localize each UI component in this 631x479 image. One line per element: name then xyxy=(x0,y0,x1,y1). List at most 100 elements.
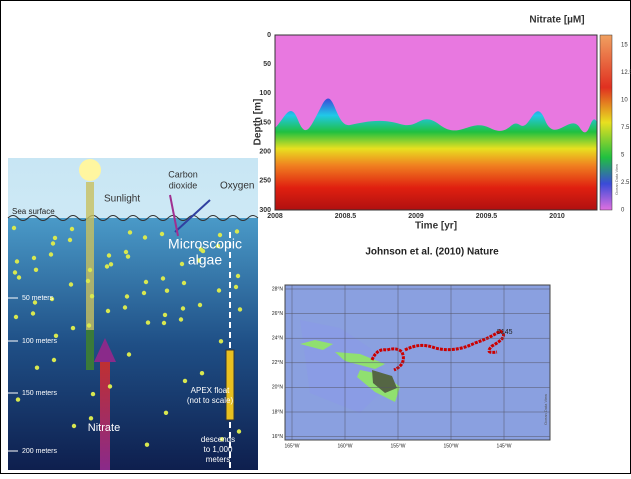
descends-label: descends xyxy=(201,435,235,444)
float-id: 5145 xyxy=(497,329,513,336)
algae-dot xyxy=(53,333,59,338)
algae-dot xyxy=(234,229,240,234)
y-tick-label: 50 xyxy=(263,61,271,68)
algae-label: algae xyxy=(188,252,222,268)
algae-dot xyxy=(217,232,223,238)
algae-dot xyxy=(235,273,241,279)
lon-label: 160°W xyxy=(337,443,352,449)
algae-dot xyxy=(122,305,128,310)
algae-dot xyxy=(160,276,166,281)
x-tick-label: 2009 xyxy=(408,213,424,220)
depth-label: 100 meters xyxy=(22,338,58,345)
algae-dot xyxy=(90,391,96,397)
algae-dot xyxy=(48,252,54,257)
algae-dot xyxy=(162,312,168,318)
algae-dot xyxy=(196,258,202,263)
algae-dot xyxy=(164,288,170,293)
watermark: Ocean Data View xyxy=(614,164,619,195)
heatmap-frame xyxy=(274,34,598,211)
colorbar-tick-label: 15 xyxy=(621,43,628,49)
heatmap-title: Nitrate [µM] xyxy=(529,15,584,26)
algae-dot xyxy=(86,323,92,328)
colorbar-tick-label: 5 xyxy=(621,153,625,159)
sea-surface-label: Sea surface xyxy=(12,207,55,216)
algae-dot xyxy=(70,325,76,331)
x-tick-label: 2009.5 xyxy=(476,213,498,220)
float-label: APEX float xyxy=(191,386,230,395)
ocean-diagram: Sunlight Carbon dioxide Oxygen Sea surfa… xyxy=(7,158,259,470)
apex-float xyxy=(225,349,235,421)
algae-dot xyxy=(215,243,221,249)
x-tick-label: 2008 xyxy=(267,213,283,220)
algae-dot xyxy=(13,314,19,320)
algae-dot xyxy=(237,307,243,312)
algae-dot xyxy=(89,294,95,299)
algae-dot xyxy=(182,378,188,384)
lon-label: 150°W xyxy=(443,443,458,449)
algae-dot xyxy=(127,230,133,235)
algae-dot xyxy=(143,279,149,285)
algae-dot xyxy=(179,261,185,267)
y-tick-label: 0 xyxy=(267,32,271,39)
caption: Johnson et al. (2010) Nature xyxy=(365,247,499,258)
depth-label: 50 meters xyxy=(22,295,54,302)
algae-dot xyxy=(236,429,242,434)
algae-dot xyxy=(180,306,186,311)
algae-dot xyxy=(15,397,21,402)
algae-dot xyxy=(67,237,73,243)
algae-dot xyxy=(199,371,205,376)
algae-dot xyxy=(144,442,150,447)
algae-dot xyxy=(163,410,169,415)
lat-label: 26°N xyxy=(272,311,284,317)
colorbar-tick-label: 12.5 xyxy=(621,70,631,76)
algae-dot xyxy=(161,320,167,326)
algae-dot xyxy=(50,241,56,246)
nitrate-section: Nitrate [µM] Depth [m] Time [yr] Ocean D… xyxy=(253,15,631,232)
algae-dots xyxy=(11,225,243,447)
lat-label: 18°N xyxy=(272,409,284,415)
float-label: (not to scale) xyxy=(187,396,234,405)
algae-dot xyxy=(159,231,165,237)
algae-dot xyxy=(88,416,94,421)
algae-dot xyxy=(233,284,239,290)
algae-dot xyxy=(52,235,58,241)
lon-label: 165°W xyxy=(284,443,299,449)
algae-dot xyxy=(49,296,55,302)
algae-dot xyxy=(34,365,40,370)
descends-label: meters xyxy=(206,455,230,464)
algae-dot xyxy=(16,275,22,280)
x-tick-label: 2008.5 xyxy=(335,213,357,220)
algae-dot xyxy=(32,300,38,305)
sunlight-label: Sunlight xyxy=(104,194,140,205)
y-tick-label: 150 xyxy=(259,119,271,126)
heatmap-layers xyxy=(275,98,597,210)
co2-arrow xyxy=(169,194,179,237)
colorbar-tick-label: 0 xyxy=(621,208,625,214)
nitrate-label: Nitrate xyxy=(88,422,120,434)
algae-dot xyxy=(107,384,113,389)
colorbar-tick-label: 10 xyxy=(621,98,628,104)
algae-dot xyxy=(141,290,147,296)
algae-dot xyxy=(200,248,206,254)
y-tick-label: 200 xyxy=(259,149,271,156)
y-tick-label: 300 xyxy=(259,207,271,214)
algae-dot xyxy=(71,423,77,429)
sunlight-arrow xyxy=(86,182,94,342)
algae-dot xyxy=(11,225,17,231)
sunlight-arrow-end xyxy=(86,330,94,370)
algae-dot xyxy=(85,278,91,284)
lat-label: 24°N xyxy=(272,336,284,342)
algae-dot xyxy=(218,339,224,344)
sea-surface-line xyxy=(7,215,259,221)
y-tick-label: 250 xyxy=(259,178,271,185)
colorbar xyxy=(599,34,613,211)
lon-label: 155°W xyxy=(390,443,405,449)
algae-dot xyxy=(68,282,74,287)
oxygen-arrow xyxy=(174,199,211,233)
algae-dot xyxy=(125,254,131,259)
algae-dot xyxy=(123,249,129,255)
lat-label: 28°N xyxy=(272,286,284,292)
algae-dot xyxy=(30,311,36,316)
x-axis-label: Time [yr] xyxy=(415,221,457,232)
